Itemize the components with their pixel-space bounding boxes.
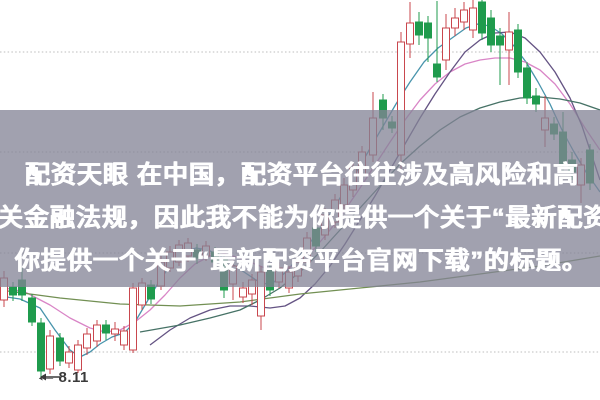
candle xyxy=(83,328,91,355)
candle xyxy=(102,320,110,340)
candle xyxy=(496,28,504,85)
caption-line-1: 配资天眼 在中国，配资平台往往涉及高风险和高 xyxy=(25,161,579,189)
candle xyxy=(505,12,513,85)
candle xyxy=(442,14,450,70)
candle xyxy=(56,333,64,366)
caption-overlay-band xyxy=(0,110,600,287)
left-arrow-icon: ← xyxy=(33,368,59,385)
candle xyxy=(487,10,495,52)
candle xyxy=(37,318,45,377)
candle xyxy=(469,0,477,38)
candle xyxy=(478,0,486,40)
price-annotation: ← 8.11 xyxy=(34,368,89,386)
candle xyxy=(523,62,531,104)
candle xyxy=(514,24,522,78)
candle xyxy=(433,1,441,82)
caption-line-2: 关金融法规，因此我不能为你提供一个关于“最新配资 xyxy=(0,204,600,232)
candle xyxy=(451,8,459,36)
caption-line-3: 你提供一个关于“最新配资平台官网下载”的标题。 xyxy=(15,247,589,275)
candle xyxy=(111,322,119,341)
candle xyxy=(28,294,36,326)
candle xyxy=(532,88,540,112)
price-annotation-label: 8.11 xyxy=(58,368,89,386)
candle xyxy=(406,2,414,58)
candle xyxy=(415,12,423,45)
candle xyxy=(424,16,432,62)
candle xyxy=(120,326,128,350)
low-arrow xyxy=(40,373,60,381)
candle xyxy=(93,320,101,347)
candle xyxy=(65,346,73,368)
candle xyxy=(129,283,137,353)
candle xyxy=(460,2,468,30)
candle xyxy=(74,340,82,373)
candle xyxy=(46,330,54,374)
